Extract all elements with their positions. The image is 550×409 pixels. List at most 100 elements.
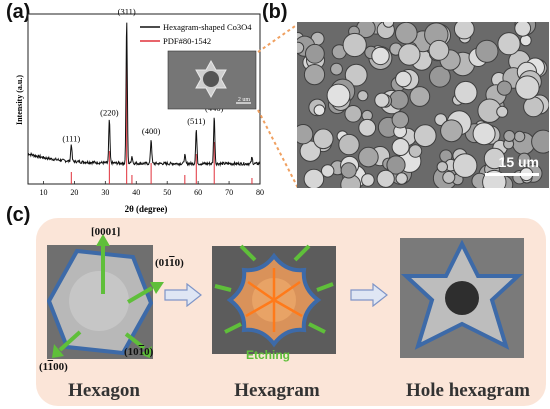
sem-particle <box>313 104 326 116</box>
sem-particle <box>386 155 406 175</box>
process-arrow-2 <box>350 283 388 307</box>
sem-particle <box>344 105 363 123</box>
etching-arrows <box>214 244 334 334</box>
inset-connector-lines <box>257 23 299 189</box>
hole-hexagram-image <box>400 238 524 358</box>
sem-particle <box>483 147 506 170</box>
hexagram-image <box>212 246 336 354</box>
reference-sticks <box>70 41 253 184</box>
x-tick-label: 40 <box>132 188 140 197</box>
etching-label: Etching <box>246 348 290 362</box>
process-arrow-1 <box>164 283 202 307</box>
sem-particle <box>382 22 395 28</box>
sem-particle <box>297 41 305 54</box>
sem-particle <box>395 172 408 185</box>
sem-particle <box>513 130 526 143</box>
x-tick-label: 20 <box>70 188 78 197</box>
sem-particle <box>517 152 531 166</box>
sem-particle <box>391 111 410 129</box>
legend-label-co3o4: Hexagram-shaped Co3O4 <box>163 22 252 32</box>
sem-particle <box>303 168 325 188</box>
sem-particle <box>338 133 360 156</box>
y-axis-label: Intensity (a.u.) <box>15 75 24 125</box>
x-tick-label: 10 <box>39 188 47 197</box>
sem-particle <box>496 80 512 96</box>
sem-particle <box>361 173 375 187</box>
sem-scale-bar <box>485 173 539 176</box>
sem-particle <box>429 65 451 88</box>
sem-particle <box>321 164 335 178</box>
sem-particle <box>454 80 478 105</box>
sem-particle <box>313 128 334 150</box>
sem-particle <box>428 39 450 61</box>
sem-particle <box>475 39 499 63</box>
sem-particle <box>358 118 377 137</box>
x-tick-label: 60 <box>194 188 202 197</box>
facet-label-1-100: (1100) <box>39 361 68 373</box>
sem-particle <box>436 161 449 173</box>
sem-particle <box>376 169 395 188</box>
sem-particle <box>395 22 418 45</box>
peak-label: (220) <box>100 107 119 117</box>
stage-label-hole-hexagram: Hole hexagram <box>405 380 530 401</box>
peak-label: (511) <box>187 116 205 126</box>
sem-particle <box>330 62 343 76</box>
x-tick-label: 30 <box>101 188 109 197</box>
xrd-chart: 10 20 30 40 50 60 70 80 (111) (220) (311) (400) (51… <box>15 7 264 214</box>
sem-particle <box>523 96 544 118</box>
sem-particle <box>303 64 326 86</box>
panel-label-a: (a) <box>6 1 31 23</box>
facet-label-10-10: (1010) <box>124 346 154 358</box>
sem-particle <box>395 70 412 88</box>
inset-scale-label: 2 um <box>238 97 251 103</box>
sem-particle <box>305 43 325 64</box>
sem-particle <box>342 32 367 58</box>
sem-particle <box>472 122 496 146</box>
hexagon-outline <box>47 248 153 356</box>
sem-particle <box>531 129 549 154</box>
sem-particle <box>496 105 509 118</box>
inset-sem-image: 2 um <box>167 50 257 110</box>
x-tick-label: 70 <box>225 188 233 197</box>
peak-label: (111) <box>62 133 80 143</box>
stage-label-hexagram: Hexagram <box>234 380 320 401</box>
sem-particle <box>440 119 463 143</box>
sem-particle <box>374 92 390 108</box>
facet-label-0001: [0001] <box>91 226 121 238</box>
sem-particle <box>398 43 421 66</box>
sem-particle <box>453 22 475 40</box>
sem-particle <box>326 83 351 108</box>
sem-particle <box>413 124 437 148</box>
sem-particle <box>408 144 423 158</box>
facet-label-01-10: (0110) <box>155 257 184 269</box>
sem-particle <box>357 90 369 102</box>
peak-label: (311) <box>118 7 136 17</box>
peak-label: (400) <box>142 126 161 136</box>
x-axis: 10 20 30 40 50 60 70 80 <box>39 181 264 197</box>
facet-arrows <box>52 234 164 358</box>
xrd-pattern-line <box>28 22 260 168</box>
sem-particle <box>409 86 431 107</box>
sem-overview-image: 15 um <box>297 22 549 188</box>
sem-scale-label: 15 um <box>498 154 539 170</box>
sem-particle <box>497 32 521 56</box>
sem-particle <box>452 153 478 178</box>
sem-particle <box>358 146 379 168</box>
panel-label-c: (c) <box>6 204 31 226</box>
x-tick-label: 50 <box>163 188 171 197</box>
hole-hexagram-outline <box>400 239 524 350</box>
stage-label-hexagon: Hexagon <box>68 380 140 401</box>
panel-label-b: (b) <box>262 1 288 23</box>
sem-particle <box>442 170 456 184</box>
sem-particle <box>297 124 314 145</box>
sem-particle <box>340 162 357 179</box>
sem-particle <box>371 46 390 66</box>
sem-particle <box>391 138 410 156</box>
sem-particle <box>515 75 540 100</box>
sem-particle <box>514 22 532 37</box>
sem-particle <box>503 130 516 142</box>
x-axis-label: 2θ (degree) <box>125 204 168 214</box>
sem-particle <box>344 63 368 87</box>
sem-particle <box>389 90 409 110</box>
legend-label-pdf: PDF#80-1542 <box>163 36 211 46</box>
